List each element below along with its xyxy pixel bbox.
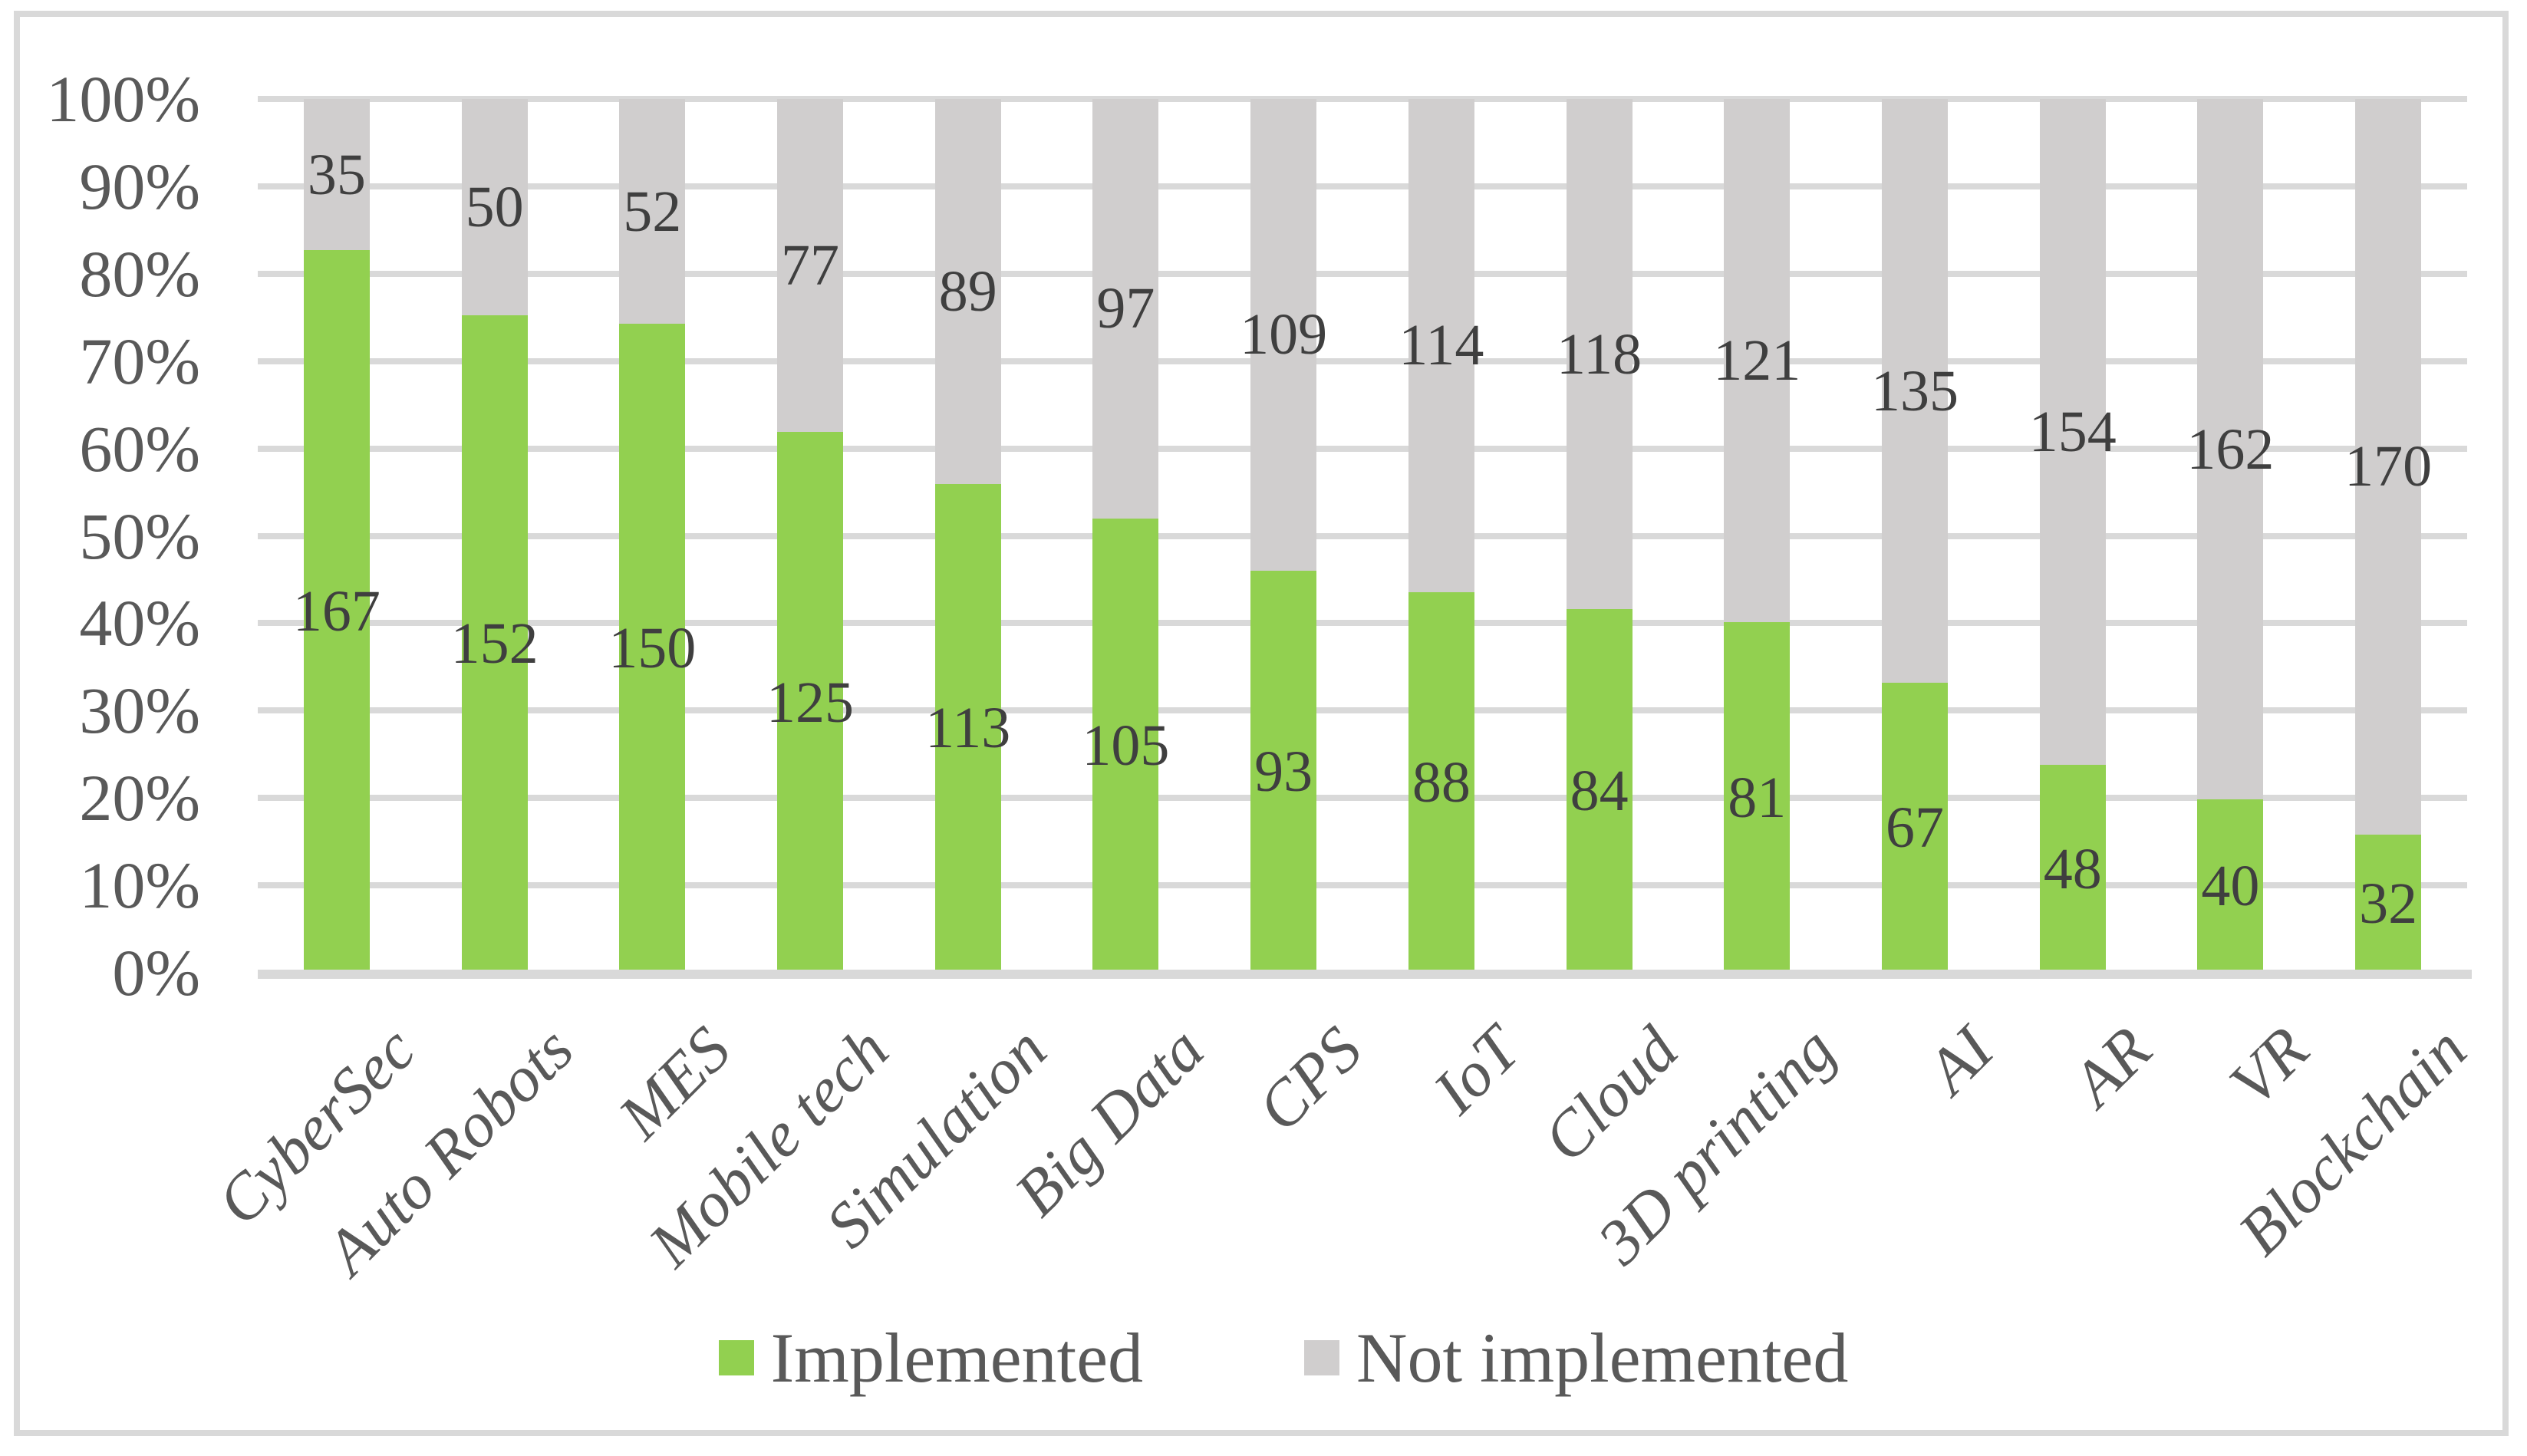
chart-frame: 35 167 50 152 52 150 77 125 89 113 97 105 109 93 114 88… (14, 11, 2509, 1436)
y-tick-label-20%: 20% (79, 761, 200, 835)
gridline-50% (258, 532, 2467, 539)
gridline-90% (258, 183, 2467, 189)
y-tick-label-10%: 10% (79, 848, 200, 923)
bar-segment-not-implemented-Blockchain (2355, 99, 2422, 835)
data-label-not-implemented-MES: 52 (623, 179, 682, 244)
bar-segment-implemented-AI (1882, 683, 1948, 973)
plot-area: 35 167 50 152 52 150 77 125 89 113 97 105 109 93 114 88… (258, 96, 2467, 973)
bar-segment-not-implemented-Mobile tech (777, 99, 843, 433)
legend-swatch-implemented (718, 1340, 754, 1375)
data-label-not-implemented-VR: 162 (2186, 417, 2275, 482)
gridline-40% (258, 620, 2467, 627)
x-axis-category-label-IoT: IoT (1419, 1013, 1534, 1128)
x-axis-category-label-CPS: CPS (1244, 1013, 1376, 1145)
data-label-implemented-CyberSec: 167 (292, 579, 381, 644)
bar-segment-not-implemented-Auto Robots (461, 99, 528, 315)
data-label-not-implemented-CyberSec: 35 (307, 142, 366, 207)
data-label-implemented-Big Data: 105 (1082, 713, 1170, 778)
legend-label-not-implemented: Not implemented (1356, 1319, 1849, 1397)
data-label-not-implemented-CPS: 109 (1240, 302, 1328, 367)
bar-segment-not-implemented-CPS (1250, 99, 1317, 571)
data-label-implemented-AI: 67 (1886, 796, 1944, 861)
legend-swatch-not-implemented (1304, 1340, 1340, 1375)
data-label-implemented-Auto Robots: 152 (450, 611, 539, 677)
bar-segment-implemented-Mobile tech (777, 432, 843, 973)
data-label-implemented-MES: 150 (608, 616, 697, 681)
data-label-not-implemented-Blockchain: 170 (2344, 434, 2433, 499)
data-label-not-implemented-Mobile tech: 77 (781, 233, 839, 298)
bar-segment-not-implemented-CyberSec (303, 99, 370, 251)
bar-segment-implemented-Auto Robots (461, 315, 528, 973)
data-label-not-implemented-IoT: 114 (1399, 313, 1484, 378)
y-tick-label-70%: 70% (79, 324, 200, 398)
y-tick-label-30%: 30% (79, 674, 200, 748)
data-label-implemented-3D printing: 81 (1728, 765, 1787, 830)
gridline-60% (258, 445, 2467, 452)
bar-segment-implemented-VR (2197, 799, 2264, 973)
bar-segment-not-implemented-MES (619, 99, 686, 324)
bar-segment-not-implemented-Cloud (1566, 99, 1633, 610)
x-axis-line (258, 970, 2472, 979)
bar-segment-not-implemented-AI (1882, 99, 1948, 684)
bar-segment-not-implemented-3D printing (1724, 99, 1791, 623)
data-label-implemented-CPS: 93 (1254, 739, 1313, 804)
data-label-not-implemented-AI: 135 (1871, 358, 1959, 423)
gridline-10% (258, 882, 2467, 889)
bar-segment-implemented-CyberSec (303, 250, 370, 973)
gridline-70% (258, 357, 2467, 364)
legend: Implemented Not implemented (20, 1319, 2527, 1396)
bar-segment-implemented-MES (619, 324, 686, 973)
bar-segment-implemented-Big Data (1092, 518, 1159, 973)
legend-item-implemented: Implemented (718, 1319, 1144, 1397)
gridline-100% (258, 96, 2467, 102)
data-label-implemented-AR: 48 (2043, 836, 2102, 901)
data-label-implemented-Simulation: 113 (925, 696, 1011, 761)
y-tick-label-80%: 80% (79, 236, 200, 311)
data-label-implemented-Cloud: 84 (1570, 759, 1629, 824)
y-tick-label-90%: 90% (79, 149, 200, 223)
bar-segment-implemented-Simulation (934, 483, 1001, 973)
x-axis-category-label-AI: AI (1913, 1013, 2008, 1108)
data-label-not-implemented-AR: 154 (2028, 400, 2117, 465)
y-tick-label-60%: 60% (79, 411, 200, 486)
bar-segment-implemented-3D printing (1724, 622, 1791, 973)
data-label-implemented-VR: 40 (2201, 854, 2260, 919)
gridline-80% (258, 270, 2467, 277)
gridline-20% (258, 795, 2467, 802)
legend-label-implemented: Implemented (770, 1319, 1144, 1397)
bar-segment-not-implemented-Big Data (1092, 99, 1159, 519)
y-tick-label-40%: 40% (79, 586, 200, 660)
data-label-not-implemented-Cloud: 118 (1556, 321, 1642, 387)
legend-item-not-implemented: Not implemented (1304, 1319, 1848, 1396)
bar-segment-not-implemented-VR (2197, 99, 2264, 800)
y-tick-label-50%: 50% (79, 499, 200, 573)
bar-segment-implemented-Blockchain (2355, 834, 2422, 973)
x-axis-category-label-MES: MES (605, 1013, 745, 1153)
bar-segment-implemented-IoT (1408, 591, 1474, 973)
bar-segment-implemented-AR (2039, 765, 2106, 973)
data-label-not-implemented-Simulation: 89 (938, 259, 997, 324)
bar-segment-not-implemented-AR (2039, 99, 2106, 766)
data-label-implemented-Blockchain: 32 (2359, 871, 2418, 936)
data-label-not-implemented-3D printing: 121 (1713, 328, 1801, 394)
bar-segment-implemented-Cloud (1566, 609, 1633, 973)
bar-segment-not-implemented-Simulation (934, 99, 1001, 484)
x-axis-category-label-AR: AR (2058, 1013, 2165, 1120)
data-label-implemented-IoT: 88 (1412, 749, 1471, 815)
data-label-not-implemented-Auto Robots: 50 (465, 174, 524, 239)
y-tick-label-100%: 100% (46, 62, 200, 136)
gridline-30% (258, 707, 2467, 714)
bar-segment-not-implemented-IoT (1408, 99, 1474, 592)
bar-segment-implemented-CPS (1250, 570, 1317, 973)
x-axis-category-label-VR: VR (2216, 1013, 2323, 1120)
data-label-not-implemented-Big Data: 97 (1096, 276, 1155, 341)
data-label-implemented-Mobile tech: 125 (766, 670, 854, 735)
y-tick-label-0%: 0% (112, 936, 200, 1010)
